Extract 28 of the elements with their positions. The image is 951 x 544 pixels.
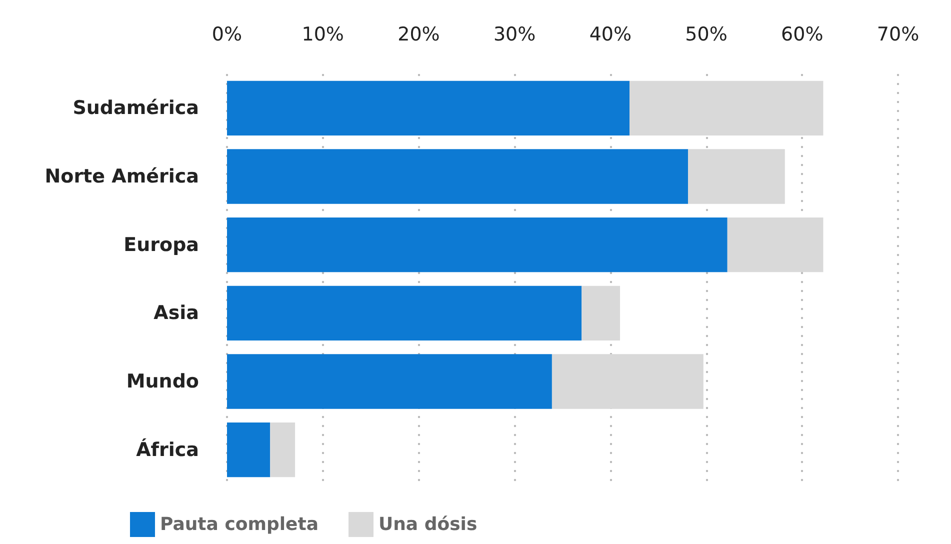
bar [227,149,688,204]
bar [630,80,824,136]
y-tick-label: Sudamérica [72,97,199,120]
legend-label: Una dósis [378,514,478,535]
x-tick-label: 50% [685,24,728,46]
x-tick-label: 0% [212,24,242,46]
bar [688,149,785,204]
x-tick-label: 70% [876,24,920,46]
y-tick-label: Asia [154,302,199,324]
y-tick-label: Norte América [44,166,199,188]
x-tick-label: 60% [781,24,824,46]
x-tick-label: 20% [398,24,440,46]
y-tick-label: Europa [124,234,199,256]
bar [227,80,630,136]
bar [727,218,824,272]
bar [227,218,728,272]
y-tick-label: África [136,438,199,461]
legend-label: Pauta completa [160,514,318,535]
bar [582,286,620,340]
bar [227,286,582,340]
bar [270,422,296,478]
x-tick-label: 40% [589,24,632,46]
bar [552,354,704,409]
x-tick-label: 30% [493,24,536,46]
bar [227,422,270,478]
y-tick-label: Mundo [126,370,199,392]
x-tick-label: 10% [302,24,344,46]
bar [227,354,552,409]
